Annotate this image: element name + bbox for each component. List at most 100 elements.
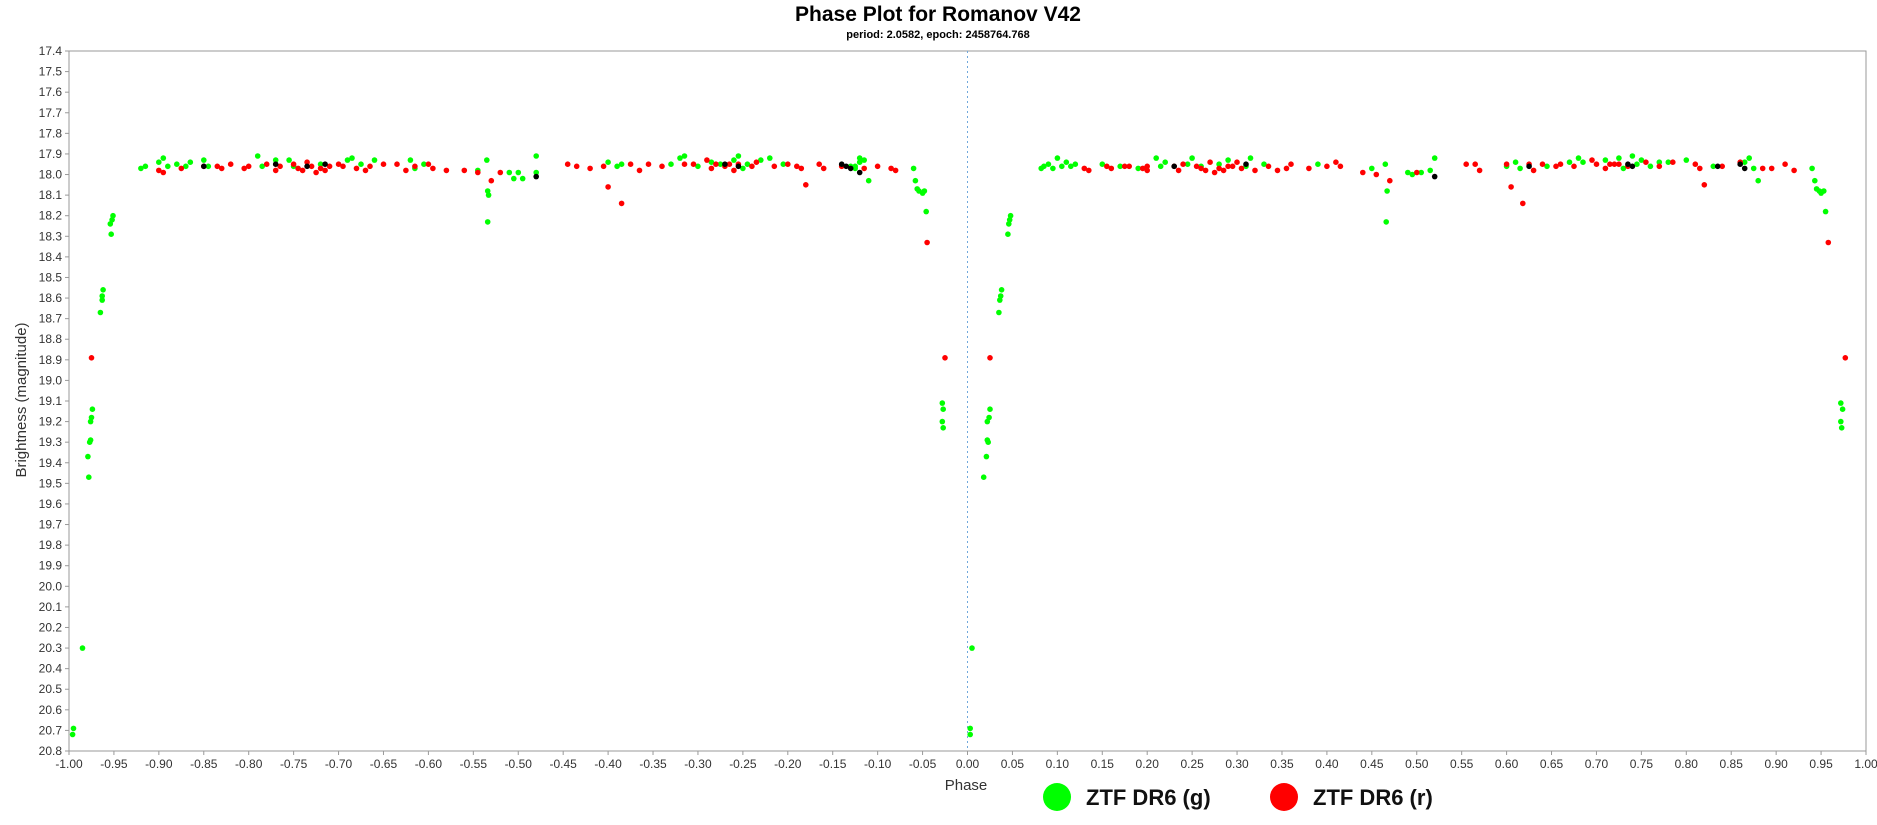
data-point-series-1	[816, 161, 822, 167]
data-point-series-0	[142, 163, 149, 170]
data-point-series-0	[1656, 159, 1663, 165]
data-point-series-0	[349, 155, 355, 161]
data-point-series-0	[717, 161, 724, 167]
data-point-series-0	[681, 153, 688, 159]
data-point-series-1	[942, 355, 948, 361]
data-point-series-1	[403, 167, 409, 174]
data-point-series-1	[1126, 163, 1132, 170]
data-point-series-0	[97, 309, 104, 316]
data-point-series-1	[1759, 165, 1766, 172]
data-point-series-1	[888, 165, 894, 172]
data-point-series-0	[1566, 159, 1573, 165]
data-point-series-1	[1081, 165, 1088, 172]
data-point-series-1	[1825, 239, 1832, 246]
data-point-series-0	[780, 161, 787, 167]
data-point-series-0	[1059, 163, 1065, 170]
x-tick-label: -0.85	[190, 757, 218, 771]
data-point-series-1	[681, 161, 688, 167]
data-point-series-1	[430, 165, 436, 172]
data-point-series-1	[1220, 167, 1227, 174]
data-point-series-2	[1741, 165, 1748, 172]
y-tick-label: 19.7	[39, 518, 63, 532]
data-point-series-1	[277, 163, 283, 170]
data-point-series-1	[394, 161, 400, 167]
data-point-series-0	[996, 309, 1002, 316]
data-point-series-0	[856, 155, 863, 161]
data-point-series-1	[731, 167, 737, 174]
data-point-series-1	[295, 165, 301, 172]
data-point-series-2	[1431, 173, 1438, 180]
data-point-series-0	[1068, 163, 1074, 170]
y-tick-label: 19.8	[39, 538, 63, 552]
data-point-series-1	[322, 167, 328, 174]
data-point-series-0	[921, 188, 928, 194]
data-point-series-0	[165, 163, 171, 170]
data-point-series-1	[1211, 169, 1218, 176]
data-point-series-0	[110, 212, 116, 219]
data-point-series-1	[1589, 157, 1595, 163]
data-point-series-1	[317, 165, 324, 172]
data-point-series-0	[1045, 161, 1052, 167]
data-point-series-0	[1821, 188, 1827, 194]
data-point-series-1	[1768, 165, 1775, 172]
data-point-series-0	[1216, 161, 1222, 167]
data-point-series-0	[99, 293, 105, 299]
data-point-series-1	[749, 163, 755, 170]
x-tick-label: 0.05	[1001, 757, 1025, 771]
data-point-series-1	[1139, 165, 1146, 172]
data-point-series-1	[1180, 161, 1186, 167]
data-point-series-0	[485, 192, 492, 198]
data-point-series-2	[838, 161, 845, 167]
y-tick-label: 19.0	[39, 373, 63, 387]
data-point-series-1	[425, 161, 432, 167]
data-point-series-1	[367, 163, 373, 170]
data-point-series-0	[259, 163, 266, 170]
data-point-series-0	[735, 153, 742, 159]
data-point-series-0	[1602, 157, 1609, 163]
data-point-series-1	[488, 177, 495, 184]
data-point-series-2	[1243, 161, 1249, 167]
data-point-series-0	[1746, 155, 1752, 161]
data-point-series-1	[380, 161, 387, 167]
data-point-series-0	[1005, 231, 1011, 237]
legend-marker-g	[1043, 783, 1071, 811]
data-point-series-0	[986, 414, 992, 421]
data-point-series-0	[1162, 159, 1168, 165]
data-point-series-1	[335, 161, 342, 167]
data-point-series-1	[1719, 163, 1725, 170]
data-point-series-1	[290, 161, 297, 167]
data-point-series-0	[421, 161, 427, 167]
data-point-series-0	[983, 453, 990, 460]
y-tick-label: 17.4	[39, 44, 63, 58]
data-point-series-0	[605, 159, 611, 165]
data-point-series-0	[1665, 159, 1672, 165]
x-tick-label: 0.60	[1495, 757, 1519, 771]
data-point-series-2	[1526, 163, 1532, 170]
data-point-series-2	[722, 161, 728, 167]
data-point-series-0	[160, 155, 167, 161]
data-point-series-1	[245, 163, 252, 170]
data-point-series-2	[843, 163, 849, 170]
data-point-series-0	[731, 157, 737, 163]
x-tick-label: -0.65	[370, 757, 398, 771]
data-point-series-0	[1809, 165, 1815, 172]
data-point-series-1	[645, 161, 652, 167]
data-point-series-1	[1782, 161, 1788, 167]
y-tick-label: 20.0	[39, 579, 63, 593]
data-point-series-1	[785, 161, 791, 167]
data-point-series-0	[940, 406, 946, 413]
data-point-series-1	[326, 163, 333, 170]
data-point-series-0	[1580, 159, 1586, 165]
data-point-series-1	[1252, 167, 1258, 174]
y-tick-label: 19.3	[39, 435, 63, 449]
data-point-series-0	[1369, 165, 1375, 172]
data-point-series-1	[1508, 184, 1514, 190]
data-point-series-1	[803, 182, 809, 188]
data-point-series-0	[939, 400, 946, 406]
data-point-series-2	[856, 169, 863, 176]
data-point-series-1	[874, 163, 881, 170]
data-point-series-1	[88, 355, 95, 361]
y-tick-label: 20.6	[39, 703, 63, 717]
data-point-series-1	[587, 165, 593, 172]
data-point-series-0	[985, 439, 991, 446]
